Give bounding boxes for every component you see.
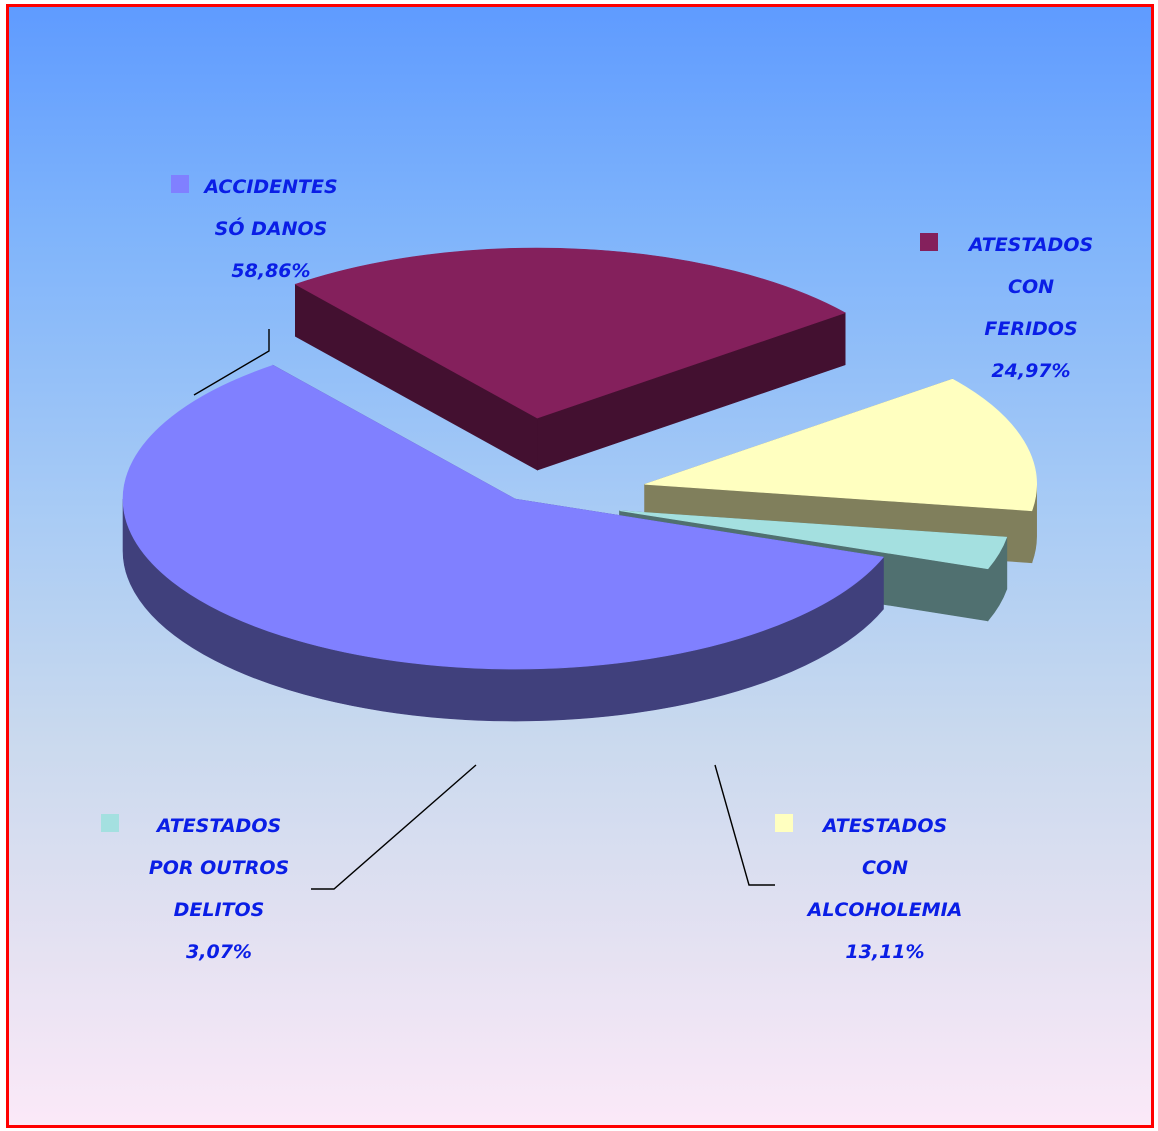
slice-label-line: ATESTADOS [967,234,1093,256]
slice-label-line: ACCIDENTES [202,176,337,198]
slice-label-line: ALCOHOLEMIA [806,899,963,921]
pie-slice-top [294,247,846,419]
legend-swatch [920,233,938,251]
slice-value-label: 3,07% [186,941,252,963]
slice-value-label: 13,11% [845,941,924,963]
legend-swatch [775,814,793,832]
pie-slice-top [644,378,1037,512]
slice-label-atestados-con-alcoholemia: ATESTADOS CON ALCOHOLEMIA 13,11% [775,814,962,963]
slice-label-atestados-por-outros-delitos: ATESTADOS POR OUTROS DELITOS 3,07% [101,814,289,963]
leader-line-atestados-por-outros-delitos [311,764,477,890]
pie-slice-top [619,510,1008,570]
chart-frame: ACCIDENTES SÓ DANOS 58,86% ATESTADOS CON FERI… [6,4,1154,1128]
slice-value-label: 24,97% [991,360,1070,382]
slice-label-line: SÓ DANOS [215,216,328,240]
slice-label-atestados-con-feridos: ATESTADOS CON FERIDOS 24,97% [920,233,1093,382]
pie-chart: ACCIDENTES SÓ DANOS 58,86% ATESTADOS CON FERI… [101,175,1093,963]
legend-swatch [101,814,119,832]
slice-label-accidentes-so-danos: ACCIDENTES SÓ DANOS 58,86% [171,175,338,282]
slice-label-line: ATESTADOS [155,815,281,837]
slice-label-line: FERIDOS [984,318,1077,340]
leader-line-atestados-con-alcoholemia [714,764,775,886]
slice-label-line: CON [862,857,908,879]
slice-label-line: ATESTADOS [821,815,947,837]
slice-label-line: POR OUTROS [149,857,289,879]
pie-slice-atestados-con-feridos [294,247,846,471]
slice-label-line: DELITOS [174,899,265,921]
slice-label-line: CON [1008,276,1054,298]
legend-swatch [171,175,189,193]
leader-line-accidentes-so-danos [193,329,270,396]
slice-value-label: 58,86% [231,260,310,282]
pie-slice-top [122,364,884,670]
pie-slice-accidentes-so-danos [122,364,884,722]
